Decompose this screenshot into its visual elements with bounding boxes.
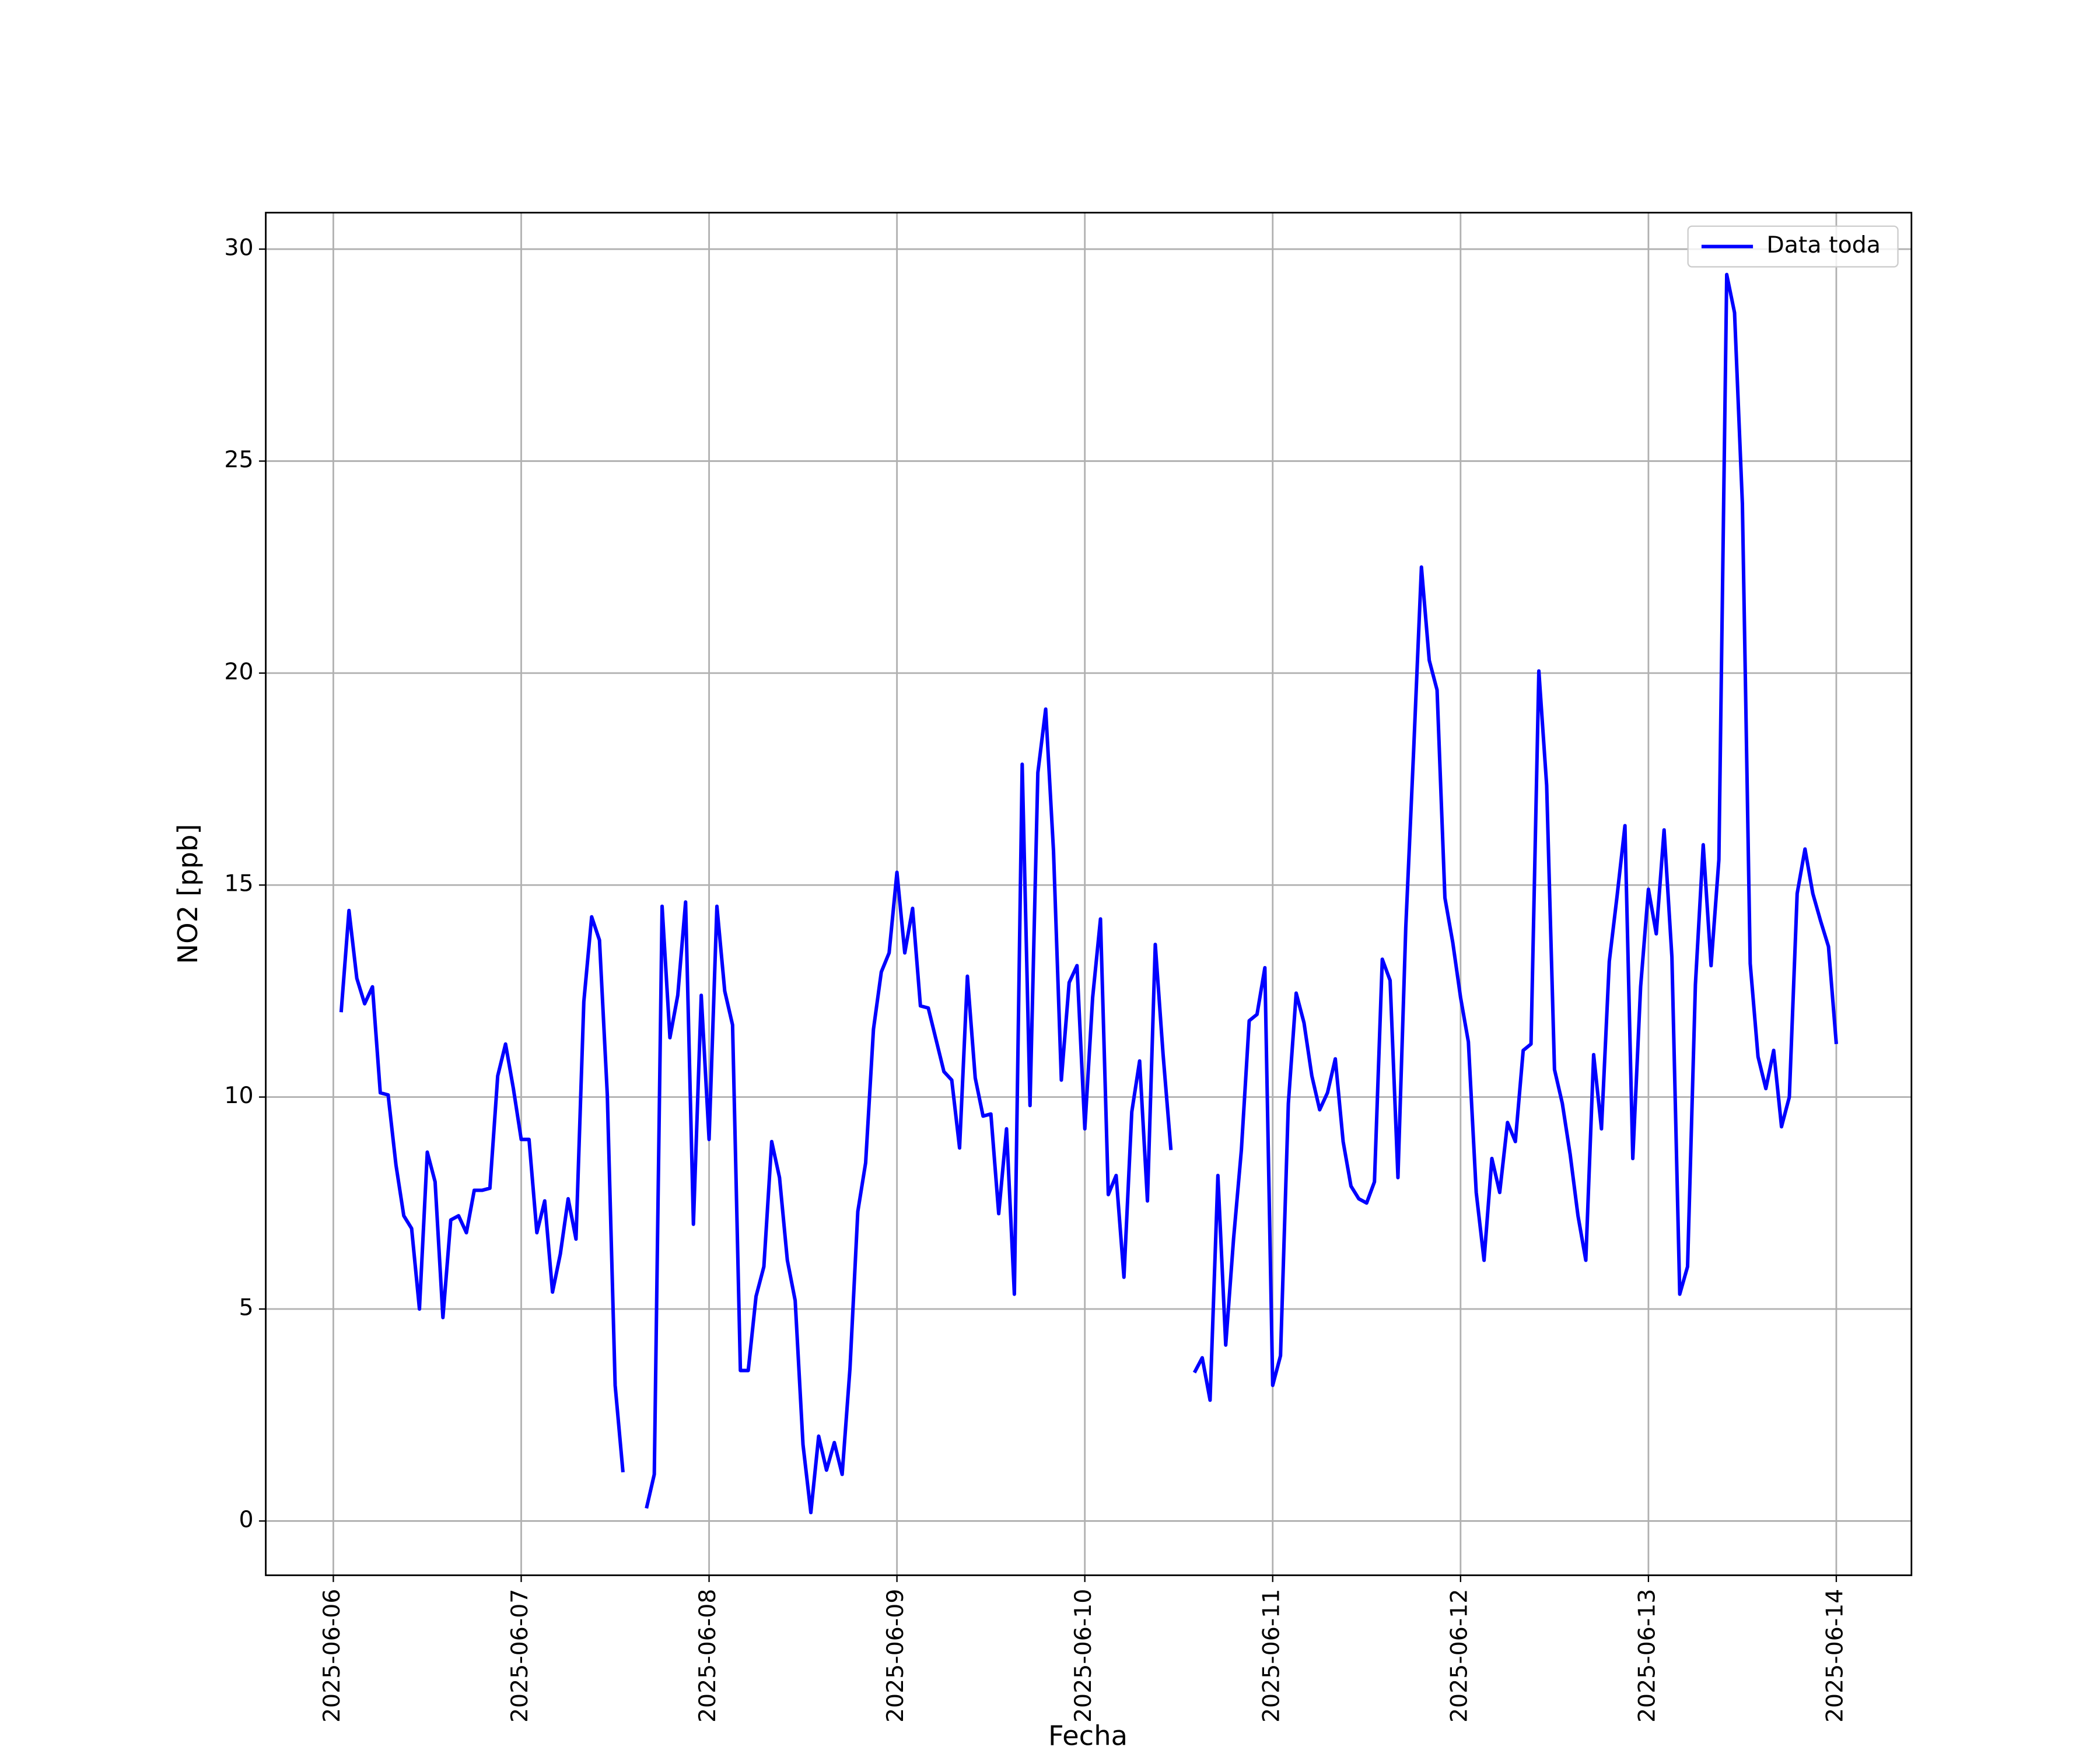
data-line <box>339 272 1838 1514</box>
x-tick-label: 2025-06-13 <box>1633 1589 1660 1723</box>
x-tick-label: 2025-06-14 <box>1821 1589 1848 1723</box>
legend-box <box>1687 225 1899 268</box>
x-tick-label: 2025-06-08 <box>694 1589 721 1723</box>
y-axis-label: NO2 [ppb] <box>172 824 204 964</box>
y-tick-label: 15 <box>224 870 253 897</box>
legend-label: Data toda <box>1766 232 1881 258</box>
y-tick-label: 10 <box>224 1082 253 1109</box>
y-tick-label: 0 <box>239 1506 254 1533</box>
legend: Data toda <box>1687 225 1899 268</box>
x-axis-label: Fecha <box>1048 1720 1128 1750</box>
plot-frame <box>265 212 1913 1576</box>
x-tick-label: 2025-06-12 <box>1446 1589 1472 1723</box>
x-tick-label: 2025-06-10 <box>1070 1589 1097 1723</box>
x-tick-label: 2025-06-11 <box>1258 1589 1284 1723</box>
y-tick-label: 30 <box>224 235 253 261</box>
x-tick-label: 2025-06-06 <box>318 1589 345 1723</box>
x-tick-label: 2025-06-09 <box>882 1589 909 1723</box>
y-tick-label: 25 <box>224 446 253 473</box>
y-tick-label: 20 <box>224 658 253 685</box>
x-tick-label: 2025-06-07 <box>506 1589 533 1723</box>
y-tick-label: 5 <box>239 1294 254 1321</box>
